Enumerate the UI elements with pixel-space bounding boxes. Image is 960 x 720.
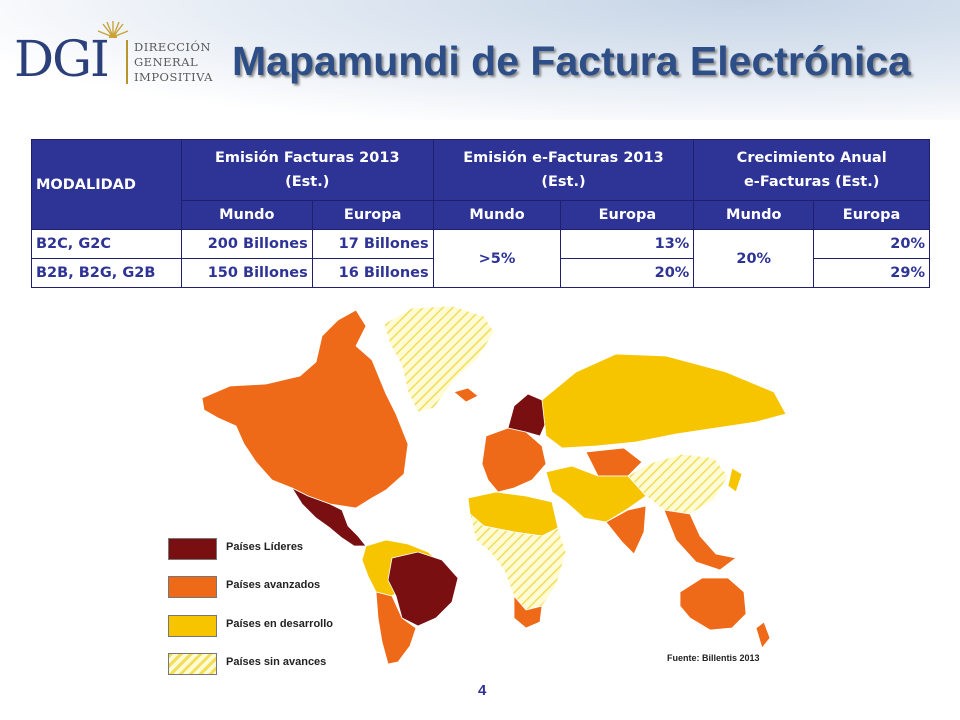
hatched-swatch-icon: [168, 653, 217, 675]
header-crecimiento: Crecimiento Anual e-Facturas (Est.): [693, 139, 930, 201]
legend-item: Países Líderes: [168, 538, 388, 562]
cell-facturas-mundo: 150 Billones: [180, 258, 313, 288]
map-greenland: [383, 305, 495, 413]
header-emision-efacturas-l2: (Est.): [541, 174, 586, 190]
header-emision-facturas-l1: Emisión Facturas 2013: [214, 150, 400, 166]
source-note: Fuente: Billentis 2013: [667, 653, 760, 663]
map-japan: [727, 467, 743, 493]
subheader-europa: Europa: [311, 200, 434, 230]
map-africa: [469, 513, 567, 611]
table-row: B2B, B2G, G2B 150 Billones 16 Billones 2…: [31, 258, 930, 288]
row-label: B2B, B2G, G2B: [31, 258, 182, 288]
page-title: Mapamundi de Factura Electrónica: [232, 38, 911, 84]
header-crecimiento-l1: Crecimiento Anual: [736, 150, 887, 166]
map-legend: Países Líderes Países avanzados Países e…: [168, 538, 388, 678]
legend-item: Países en desarrollo: [168, 615, 388, 639]
cell-efacturas-europa: 20%: [560, 258, 695, 288]
subheader-mundo: Mundo: [693, 200, 815, 230]
page-number: 4: [478, 682, 487, 699]
cell-facturas-europa: 17 Billones: [311, 229, 434, 259]
header-emision-facturas-l2: (Est.): [285, 174, 330, 190]
invoice-stats-table: MODALIDAD Emisión Facturas 2013 (Est.) E…: [31, 139, 930, 288]
logo-line-2: GENERAL: [134, 55, 199, 69]
map-southeast-asia: [663, 509, 737, 571]
map-iceland: [453, 387, 479, 403]
subheader-mundo: Mundo: [432, 200, 562, 230]
cell-facturas-europa: 16 Billones: [311, 258, 434, 288]
map-middle-east: [545, 465, 647, 523]
table-row: B2C, G2C 200 Billones 17 Billones >5% 13…: [31, 229, 930, 288]
header-background: [0, 0, 960, 120]
cell-efacturas-europa: 13%: [560, 229, 695, 259]
world-map: [196, 296, 792, 668]
legend-item: Países avanzados: [168, 576, 388, 600]
logo-fullname: DIRECCIÓN GENERAL IMPOSITIVA: [134, 40, 213, 85]
dark-red-swatch-icon: [168, 538, 217, 560]
logo-divider: [126, 40, 128, 84]
cell-crecimiento-europa: 20%: [813, 229, 930, 259]
header-emision-facturas: Emisión Facturas 2013 (Est.): [180, 139, 434, 201]
map-india: [605, 505, 647, 555]
logo-acronym: DGI: [14, 30, 110, 88]
subheader-mundo: Mundo: [180, 200, 313, 230]
sun-icon: [97, 21, 129, 38]
cell-crecimiento-mundo: 20%: [693, 229, 815, 288]
subheader-europa: Europa: [560, 200, 695, 230]
legend-label: Países avanzados: [226, 579, 321, 591]
map-russia: [541, 353, 787, 449]
legend-item: Países sin avances: [168, 653, 388, 677]
map-south-america-south: [375, 591, 417, 665]
legend-label: Países Líderes: [226, 541, 304, 553]
map-china: [627, 453, 729, 515]
map-new-zealand: [755, 621, 771, 649]
map-kazakhstan: [585, 447, 643, 477]
map-north-america: [201, 309, 409, 509]
header-modalidad: MODALIDAD: [31, 139, 182, 230]
cell-crecimiento-europa: 29%: [813, 258, 930, 288]
map-brazil: [387, 551, 459, 627]
legend-label: Países en desarrollo: [226, 618, 333, 630]
dgi-logo: DGI DIRECCIÓN GENERAL IMPOSITIVA: [14, 20, 224, 90]
legend-label: Países sin avances: [226, 656, 327, 668]
subheader-europa: Europa: [813, 200, 930, 230]
map-europe: [481, 427, 547, 493]
cell-efacturas-mundo: >5%: [432, 229, 562, 288]
map-south-africa: [513, 595, 543, 629]
header-emision-efacturas: Emisión e-Facturas 2013 (Est.): [432, 139, 695, 201]
yellow-swatch-icon: [168, 615, 217, 637]
orange-swatch-icon: [168, 576, 217, 598]
header-emision-efacturas-l1: Emisión e-Facturas 2013: [463, 150, 664, 166]
logo-line-1: DIRECCIÓN: [134, 40, 211, 54]
world-map-graphic: [201, 305, 787, 665]
row-label: B2C, G2C: [31, 229, 182, 259]
cell-facturas-mundo: 200 Billones: [180, 229, 313, 259]
logo-line-3: IMPOSITIVA: [134, 70, 213, 84]
header-crecimiento-l2: e-Facturas (Est.): [743, 174, 880, 190]
map-australia: [679, 577, 747, 631]
